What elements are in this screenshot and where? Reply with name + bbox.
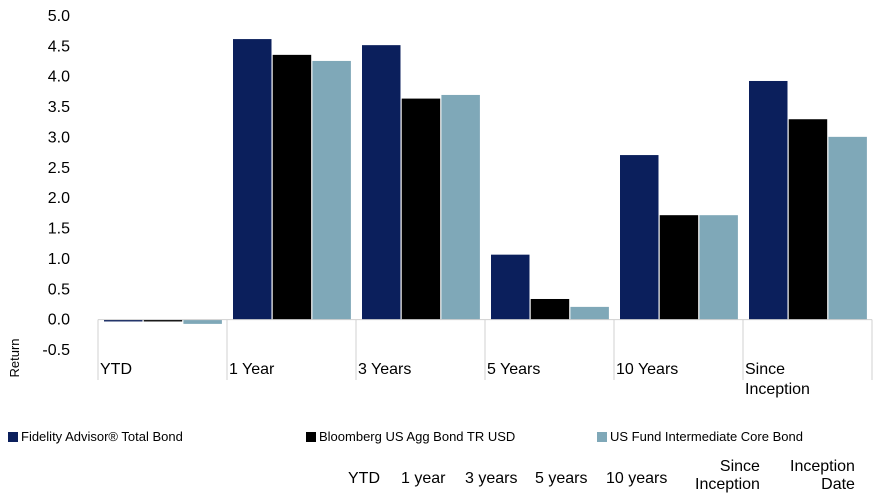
legend-label-fund: Fidelity Advisor® Total Bond: [21, 429, 183, 444]
y-tick-label: 0.5: [48, 281, 70, 298]
bar-category: [570, 306, 609, 320]
returns-table-header: YTD 1 year 3 years 5 years 10 years Sinc…: [340, 458, 880, 498]
header-3-years: 3 years: [465, 470, 518, 487]
bar-fund: [620, 155, 659, 320]
y-tick-label: 4.5: [48, 38, 70, 55]
bar-fund: [233, 39, 272, 320]
x-category-label: 10 Years: [616, 361, 678, 378]
header-since-inception: Since Inception: [695, 458, 760, 493]
chart-legend: Fidelity Advisor® Total Bond Bloomberg U…: [8, 429, 878, 447]
y-axis-title: Return: [7, 338, 22, 377]
y-tick-label: 3.0: [48, 129, 70, 146]
legend-item-fund: Fidelity Advisor® Total Bond: [8, 429, 183, 444]
bar-benchmark: [788, 119, 828, 320]
y-tick-label: 3.5: [48, 99, 70, 116]
bar-benchmark: [272, 54, 312, 320]
y-tick-label: 0.0: [48, 312, 70, 329]
bar-fund: [362, 45, 401, 320]
y-tick-label: 5.0: [48, 8, 70, 25]
header-1-year: 1 year: [401, 470, 446, 487]
bar-category: [699, 215, 738, 320]
legend-item-category: US Fund Intermediate Core Bond: [597, 429, 803, 444]
x-category-label: Since Inception: [745, 361, 810, 398]
legend-swatch-category: [597, 431, 607, 442]
bar-category: [312, 60, 351, 320]
bar-benchmark: [530, 298, 570, 320]
bar-benchmark: [659, 215, 699, 320]
legend-swatch-benchmark: [306, 431, 316, 442]
x-category-label: YTD: [100, 361, 132, 378]
y-tick-label: 1.5: [48, 221, 70, 238]
bar-category: [441, 94, 480, 320]
returns-bar-chart: 5.0 4.5 4.0 3.5 3.0 2.5 2.0 1.5 1.0 0.5 0.0 -0.5 Ret…: [7, 8, 873, 398]
legend-label-category: US Fund Intermediate Core Bond: [610, 429, 803, 444]
y-tick-label: 4.0: [48, 69, 70, 86]
legend-item-benchmark: Bloomberg US Agg Bond TR USD: [306, 429, 515, 444]
bar-category: [183, 319, 222, 324]
bar-fund: [749, 80, 788, 320]
bar-fund: [104, 319, 143, 322]
header-10-years: 10 years: [606, 470, 668, 487]
header-inception-date: Inception Date: [790, 458, 855, 493]
bar-category: [828, 136, 867, 320]
x-category-label: 3 Years: [358, 361, 411, 378]
y-tick-label: 2.5: [48, 160, 70, 177]
x-category-label: 1 Year: [229, 361, 275, 378]
header-5-years: 5 years: [535, 470, 588, 487]
x-category-label: 5 Years: [487, 361, 540, 378]
bar-benchmark: [143, 319, 183, 322]
y-tick-label: -0.5: [42, 342, 70, 359]
y-tick-label: 2.0: [48, 190, 70, 207]
legend-swatch-fund: [8, 431, 18, 442]
legend-label-benchmark: Bloomberg US Agg Bond TR USD: [319, 429, 516, 444]
bar-benchmark: [401, 98, 441, 320]
y-tick-label: 1.0: [48, 251, 70, 268]
bar-fund: [491, 254, 530, 320]
header-ytd: YTD: [348, 470, 380, 487]
